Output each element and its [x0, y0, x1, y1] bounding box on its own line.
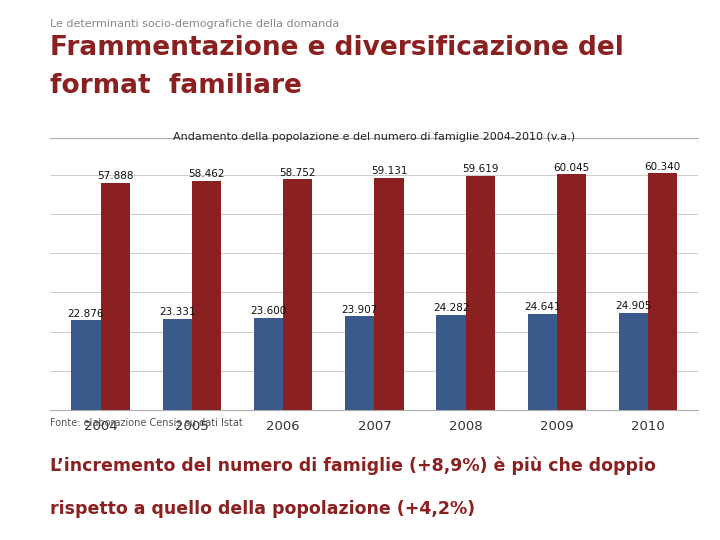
Text: 23.600: 23.600 — [251, 306, 287, 316]
Text: 59.131: 59.131 — [371, 166, 408, 177]
Text: L’incremento del numero di famiglie (+8,9%) è più che doppio: L’incremento del numero di famiglie (+8,… — [50, 456, 656, 475]
Bar — [436, 315, 466, 410]
Text: Frammentazione e diversificazione del: Frammentazione e diversificazione del — [50, 35, 624, 61]
Bar — [557, 174, 586, 410]
Text: 23.907: 23.907 — [341, 305, 378, 315]
Text: 24.905: 24.905 — [616, 301, 652, 311]
Text: 59.619: 59.619 — [462, 165, 498, 174]
Text: 57.888: 57.888 — [97, 171, 133, 181]
Bar — [71, 320, 101, 410]
Text: format  familiare: format familiare — [50, 73, 302, 99]
Bar — [619, 313, 648, 410]
Text: Fonte: elaborazione Censis su dati Istat: Fonte: elaborazione Censis su dati Istat — [50, 418, 243, 429]
Text: 24.282: 24.282 — [433, 303, 469, 313]
Text: 22.876: 22.876 — [68, 309, 104, 319]
Bar — [528, 314, 557, 410]
Bar — [345, 316, 374, 410]
Bar — [374, 178, 404, 410]
Bar — [163, 319, 192, 410]
Text: Andamento della popolazione e del numero di famiglie 2004-2010 (v.a.): Andamento della popolazione e del numero… — [174, 132, 575, 143]
Text: 24.641: 24.641 — [524, 302, 561, 312]
Bar — [466, 176, 495, 410]
Bar — [254, 318, 283, 410]
Bar — [192, 180, 221, 410]
Text: Le determinanti socio-demografiche della domanda: Le determinanti socio-demografiche della… — [50, 19, 340, 29]
Text: rispetto a quello della popolazione (+4,2%): rispetto a quello della popolazione (+4,… — [50, 500, 475, 517]
Text: 60.340: 60.340 — [644, 161, 681, 172]
Text: 58.752: 58.752 — [279, 168, 316, 178]
Bar — [101, 183, 130, 410]
Text: 58.462: 58.462 — [188, 169, 225, 179]
Text: 60.045: 60.045 — [554, 163, 590, 173]
Bar — [283, 179, 312, 410]
Text: 23.331: 23.331 — [159, 307, 196, 317]
Bar — [648, 173, 678, 410]
